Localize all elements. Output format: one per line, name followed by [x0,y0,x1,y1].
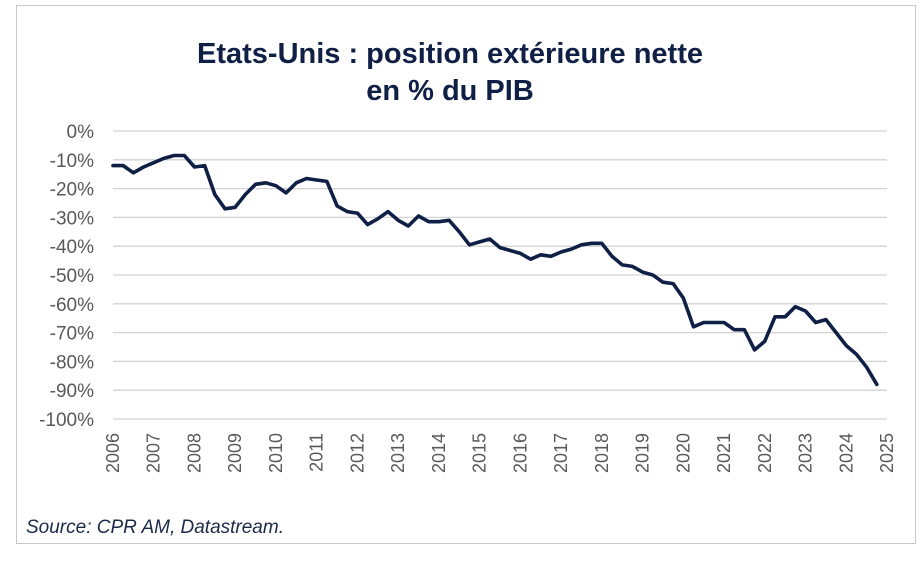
x-tick-label: 2018 [592,433,612,473]
x-tick-label: 2007 [144,433,164,473]
y-tick-label: -70% [50,324,94,345]
x-tick-label: 2008 [184,433,204,473]
series-line [111,153,879,387]
y-tick-label: -100% [39,410,94,431]
x-tick-label: 2013 [388,433,408,473]
gridlines [113,130,887,420]
x-tick-label: 2014 [429,433,449,473]
series-group [111,153,879,387]
x-tick-label: 2015 [470,433,490,473]
x-tick-label: 2012 [347,433,367,473]
chart-frame [16,6,916,544]
x-tick-label: 2017 [551,433,571,473]
x-tick-label: 2020 [673,433,693,473]
x-tick-label: 2025 [877,433,897,473]
x-tick-label: 2011 [307,433,327,472]
y-tick-label: 0% [67,122,95,143]
y-tick-label: -40% [50,237,94,258]
y-tick-label: -50% [50,266,94,287]
x-axis-tick-labels: 2006 2007 2008 2009 2010 2011 2012 2013 2014 2015… [103,433,897,473]
chart-title-line-1: Etats-Unis : position extérieure nette [197,38,703,70]
y-tick-label: -30% [50,208,94,229]
x-tick-label: 2016 [510,433,530,473]
x-tick-label: 2009 [225,433,245,473]
source-note: Source: CPR AM, Datastream. [26,517,284,538]
y-tick-label: -90% [50,381,94,402]
x-tick-label: 2010 [266,433,286,473]
x-tick-label: 2022 [755,433,775,473]
y-tick-label: -60% [50,295,94,316]
x-tick-label: 2021 [714,433,734,473]
x-tick-label: 2019 [633,433,653,473]
y-axis-tick-labels: 0% -10% -20% -30% -40% -50% -60% -70% -80% -90% -1… [39,122,94,431]
x-tick-label: 2023 [796,433,816,473]
x-tick-label: 2024 [836,433,856,473]
y-tick-label: -80% [50,352,94,373]
chart-title: Etats-Unis : position extérieure nette e… [90,36,810,110]
chart-title-line-2: en % du PIB [366,75,534,107]
top-border [16,0,916,6]
y-tick-label: -10% [50,151,94,172]
y-tick-label: -20% [50,180,94,201]
x-tick-label: 2006 [103,433,123,473]
